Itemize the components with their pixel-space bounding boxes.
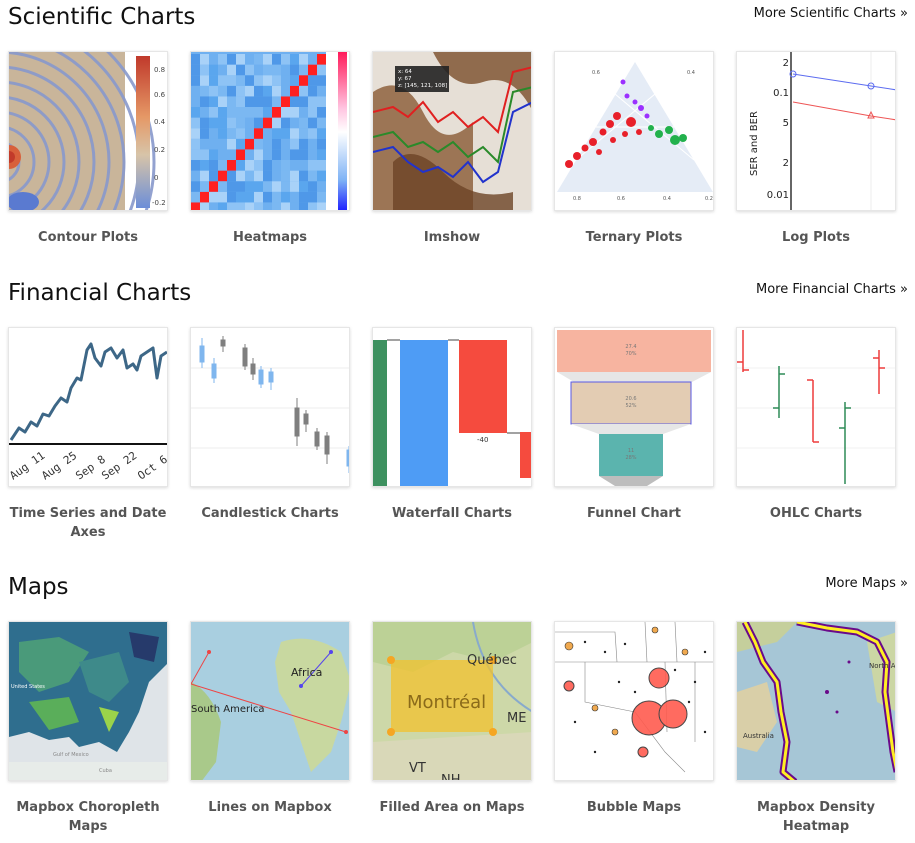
card-label: Contour Plots [38,230,138,245]
candlestick-thumbnail [190,327,350,487]
svg-text:0.4: 0.4 [663,196,671,202]
bubble-map-thumbnail [554,621,714,781]
svg-text:52%: 52% [625,403,636,409]
svg-text:Africa: Africa [291,666,322,679]
svg-text:0.2: 0.2 [705,196,713,202]
section-title: Maps [8,574,69,600]
card-label: Lines on Mapbox [208,800,332,815]
svg-text:28%: 28% [625,455,636,461]
svg-text:Aug 25: Aug 25 [39,449,79,482]
ohlc-thumbnail [736,327,896,487]
svg-text:70%: 70% [625,351,636,357]
card-ohlc[interactable]: OHLC Charts [736,327,896,523]
card-label: Imshow [423,230,481,245]
svg-text:United States: United States [11,684,45,690]
contour-tick: 0.2 [154,146,165,154]
card-label: Funnel Chart [587,506,681,521]
heatmap-thumbnail [190,51,350,211]
card-contour-plots[interactable]: 0.8 0.6 0.4 0.2 0 -0.2 Contour Plots [8,51,168,247]
card-filled-area[interactable]: Québec Montréal ME VT NH Filled Area on … [372,621,532,817]
svg-text:Gulf of Mexico: Gulf of Mexico [53,752,89,758]
more-scientific-charts-link[interactable]: More Scientific Charts » [753,6,908,21]
tooltip-line: y: 67 [398,76,412,82]
card-label: Heatmaps [232,230,308,245]
scientific-charts-section: Scientific Charts More Scientific Charts… [0,4,915,274]
card-choropleth[interactable]: United States Gulf of Mexico Cuba Mapbox… [8,621,168,836]
contour-tick: -0.2 [152,199,166,207]
financial-charts-section: Financial Charts More Financial Charts »… [0,280,915,560]
contour-tick: 0.6 [154,91,166,99]
card-label: Waterfall Charts [392,506,512,521]
tooltip-line: z: [145, 121, 108] [398,83,447,89]
svg-text:Montréal: Montréal [407,692,486,713]
card-label: Bubble Maps [586,800,682,815]
svg-text:North America: North America [869,662,896,670]
tooltip-line: x: 64 [398,69,412,75]
svg-text:South America: South America [191,704,265,715]
svg-text:5: 5 [783,118,789,129]
svg-text:NH: NH [441,773,461,781]
svg-text:2: 2 [783,158,789,169]
card-label: Ternary Plots [585,230,683,245]
card-label: Mapbox Choropleth Maps [16,800,160,834]
contour-tick: 0 [154,174,158,182]
card-label: OHLC Charts [769,506,863,521]
svg-text:0.6: 0.6 [617,196,625,202]
card-funnel[interactable]: 27.4 70% 20.6 52% 11 28% Funnel Chart [554,327,714,523]
card-heatmaps[interactable]: Heatmaps [190,51,350,247]
card-log-plots[interactable]: 2 0.1 5 2 0.01 SER and BER Log Plots [736,51,896,247]
contour-tick: 0.4 [154,118,166,126]
card-time-series[interactable]: Aug 11 Aug 25 Sep 8 Sep 22 Oct 6 Time Se… [8,327,168,542]
card-label: Filled Area on Maps [379,800,525,815]
svg-text:0.4: 0.4 [687,70,695,76]
card-waterfall[interactable]: -40 Waterfall Charts [372,327,532,523]
svg-text:ME: ME [507,711,526,726]
section-title: Financial Charts [8,280,192,306]
svg-text:VT: VT [409,761,426,776]
more-financial-charts-link[interactable]: More Financial Charts » [755,282,908,297]
time-series-thumbnail: Aug 11 Aug 25 Sep 8 Sep 22 Oct 6 [8,327,168,487]
svg-text:Australia: Australia [743,732,774,740]
funnel-thumbnail: 27.4 70% 20.6 52% 11 28% [554,327,714,487]
more-maps-link[interactable]: More Maps » [825,576,908,591]
card-density-heatmap[interactable]: North America Australia Mapbox Density H… [736,621,896,836]
svg-text:Québec: Québec [467,653,517,668]
contour-plot-thumbnail: 0.8 0.6 0.4 0.2 0 -0.2 [8,51,168,211]
imshow-thumbnail: x: 64 y: 67 z: [145, 121, 108] [372,51,532,211]
contour-tick: 0.8 [154,66,165,74]
filled-area-map-thumbnail: Québec Montréal ME VT NH [372,621,532,781]
svg-text:20.6: 20.6 [625,396,636,402]
svg-text:Aug 11: Aug 11 [9,449,47,482]
card-label: Candlestick Charts [201,506,339,521]
card-candlestick[interactable]: Candlestick Charts [190,327,350,523]
waterfall-thumbnail: -40 [372,327,532,487]
card-bubble-maps[interactable]: Bubble Maps [554,621,714,817]
density-map-thumbnail: North America Australia [736,621,896,781]
card-label: Log Plots [782,230,850,245]
maps-section: Maps More Maps » United States Gulf of M… [0,574,915,843]
svg-text:0.01: 0.01 [767,190,789,201]
log-plot-thumbnail: 2 0.1 5 2 0.01 SER and BER [736,51,896,211]
svg-text:27.4: 27.4 [625,344,636,350]
card-ternary-plots[interactable]: 0.6 0.4 0.8 0.6 0.4 0.2 Ternary Plots [554,51,714,247]
svg-text:0.6: 0.6 [592,70,600,76]
svg-text:Cuba: Cuba [99,768,112,774]
choropleth-map-thumbnail: United States Gulf of Mexico Cuba [8,621,168,781]
card-lines-mapbox[interactable]: Africa South America Lines on Mapbox [190,621,350,817]
card-imshow[interactable]: x: 64 y: 67 z: [145, 121, 108] Imshow [372,51,532,247]
svg-text:Sep 22: Sep 22 [99,449,139,482]
section-title: Scientific Charts [8,4,196,30]
card-label: Mapbox Density Heatmap [757,800,875,834]
card-label: Time Series and Date Axes [9,506,167,540]
svg-text:-40: -40 [477,436,488,444]
lines-map-thumbnail: Africa South America [190,621,350,781]
svg-text:Oct 6: Oct 6 [135,453,168,483]
svg-text:11: 11 [628,448,634,454]
ternary-plot-thumbnail: 0.6 0.4 0.8 0.6 0.4 0.2 [554,51,714,211]
svg-text:0.8: 0.8 [573,196,581,202]
svg-text:2: 2 [783,58,789,69]
svg-text:0.1: 0.1 [773,88,789,99]
svg-text:SER and BER: SER and BER [749,111,760,176]
